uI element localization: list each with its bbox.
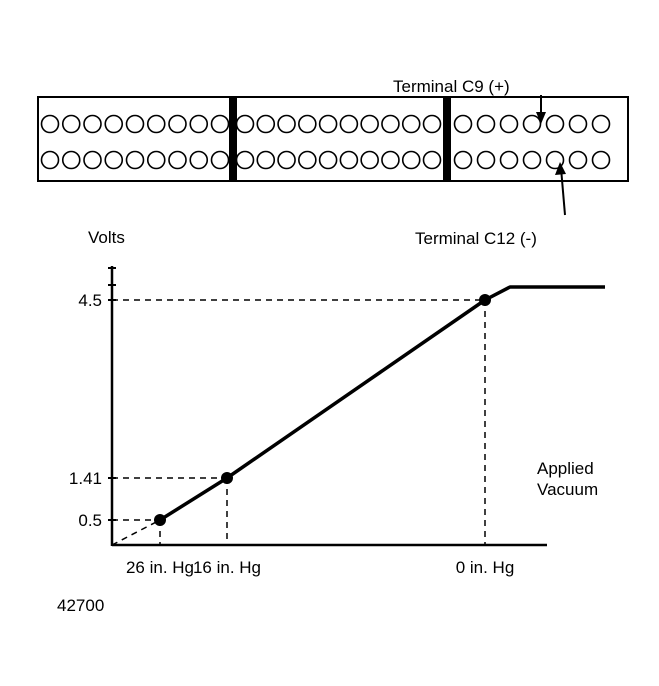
x-tick-label: 26 in. Hg [126, 558, 194, 577]
x-axis-label-line1: Applied [537, 459, 594, 478]
connector-pin [189, 150, 209, 170]
terminal-c9-label: Terminal C9 (+) [393, 77, 510, 96]
connector-pin [61, 150, 81, 170]
connector-pin [591, 114, 611, 134]
connector-pin [568, 114, 588, 134]
terminal-c12-label: Terminal C12 (-) [415, 229, 537, 248]
connector-pin [235, 114, 255, 134]
connector-pin [235, 150, 255, 170]
x-tick-label: 16 in. Hg [193, 558, 261, 577]
connector-pin [360, 114, 379, 134]
connector-pin [146, 150, 166, 170]
connector-pin [499, 150, 519, 170]
connector-pin [568, 150, 588, 170]
connector-pin [168, 114, 187, 134]
connector-pin [256, 114, 276, 134]
connector-pin [125, 114, 145, 134]
data-point [154, 514, 166, 526]
connector-pin [61, 114, 81, 134]
extrapolation-dashed-line [111, 519, 161, 546]
connector-pin [360, 150, 379, 170]
connector-pin [298, 114, 317, 134]
x-axis-label-line2: Vacuum [537, 480, 598, 499]
x-tick-label: 0 in. Hg [456, 558, 515, 577]
connector-pin [83, 114, 102, 134]
connector-pin [189, 114, 209, 134]
terminal-c12-arrow [555, 162, 566, 216]
connector-pin [104, 114, 124, 134]
connector-pin [40, 150, 60, 170]
connector-pin [545, 114, 565, 134]
connector-pin [401, 114, 421, 134]
connector-pin [298, 150, 317, 170]
connector-pin [318, 114, 338, 134]
connector-pin [339, 114, 359, 134]
connector-pin [318, 150, 338, 170]
figure-number: 42700 [57, 596, 104, 615]
y-tick-label: 0.5 [78, 511, 102, 530]
connector-pin [104, 150, 124, 170]
connector-pin [422, 114, 442, 134]
connector-pin [83, 150, 102, 170]
connector-divider [443, 97, 451, 181]
data-point [479, 294, 491, 306]
connector-pin [210, 150, 230, 170]
connector-pin [277, 114, 296, 134]
connector [37, 96, 629, 182]
connector-pin [422, 150, 442, 170]
connector-pin [339, 150, 359, 170]
connector-body [37, 96, 629, 182]
connector-pin [381, 114, 400, 134]
connector-pin [453, 150, 473, 170]
connector-divider [229, 97, 237, 181]
connector-pin [210, 114, 230, 134]
connector-pin [277, 150, 296, 170]
y-axis-label: Volts [88, 228, 125, 247]
y-tick-label: 4.5 [78, 291, 102, 310]
connector-pin [499, 114, 519, 134]
y-tick-label: 1.41 [69, 469, 102, 488]
connector-pin [40, 114, 60, 134]
connector-pin [522, 114, 542, 134]
connector-pin [125, 150, 145, 170]
terminal-c9-arrow [536, 95, 546, 124]
connector-pin [381, 150, 400, 170]
connector-pin [591, 150, 611, 170]
chart-marks: 0.5 26 in. Hg 1.41 16 in. Hg 4.5 0 in. Hg [69, 267, 605, 577]
connector-pin [146, 114, 166, 134]
connector-pin [476, 150, 496, 170]
data-point [221, 472, 233, 484]
connector-pin [168, 150, 187, 170]
connector-pin [476, 114, 496, 134]
connector-pin [256, 150, 276, 170]
connector-pin [522, 150, 542, 170]
connector-pin [453, 114, 473, 134]
connector-pin [401, 150, 421, 170]
